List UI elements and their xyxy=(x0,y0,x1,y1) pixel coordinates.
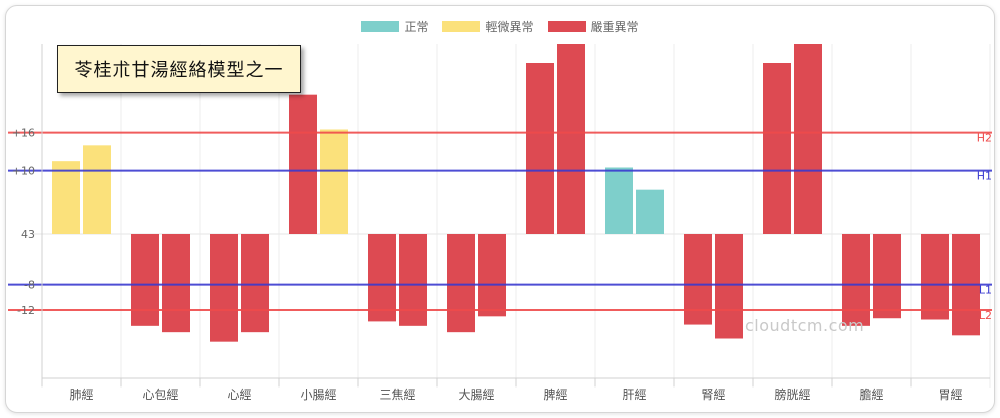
reference-lines-group: H2 H1 L1 L2 xyxy=(8,131,992,322)
bar xyxy=(763,63,791,234)
x-tick-label: 三焦經 xyxy=(379,388,415,402)
y-tick-label: +10 xyxy=(12,165,35,178)
chart-legend: 正常 輕微異常 嚴重異常 xyxy=(0,18,1000,35)
bar xyxy=(368,234,396,322)
watermark: cloudtcm.com xyxy=(745,316,865,335)
legend-label-mild: 輕微異常 xyxy=(485,20,534,34)
x-tick-label: 心包經 xyxy=(142,388,178,402)
legend-swatch-severe xyxy=(547,21,586,32)
y-tick-label: +16 xyxy=(12,127,35,140)
bar xyxy=(794,44,822,234)
legend-label-severe: 嚴重異常 xyxy=(590,20,639,34)
bar xyxy=(921,234,949,320)
y-tick-label: -8 xyxy=(24,279,35,292)
x-tick-label: 膀胱經 xyxy=(774,387,810,402)
axes-group: +16 +10 43 -8 -12 肺經 心包經 心經 小腸經 三焦經 大腸經 脾經 肝經 腎經 膀胱經 膽經… xyxy=(12,44,990,402)
x-tick-label: 大腸經 xyxy=(458,388,494,402)
y-tick-label: 43 xyxy=(21,228,35,241)
x-tick-label: 脾經 xyxy=(543,387,567,402)
x-tick-label: 肝經 xyxy=(622,388,646,402)
bar xyxy=(526,63,554,234)
x-tick-label: 肺經 xyxy=(69,388,93,402)
reference-line-label: H1 xyxy=(977,170,992,183)
bar xyxy=(241,234,269,333)
grid-lines xyxy=(34,44,991,388)
bar xyxy=(210,234,238,342)
x-tick-label: 胃經 xyxy=(938,388,962,402)
x-tick-label: 腎經 xyxy=(701,388,725,402)
x-tick-label: 小腸經 xyxy=(300,388,336,402)
bar xyxy=(83,145,111,234)
legend-swatch-normal xyxy=(361,21,400,32)
legend-swatch-mild xyxy=(442,21,481,32)
bar xyxy=(289,94,317,235)
bar xyxy=(842,234,870,326)
bar xyxy=(52,161,80,234)
legend-label-normal: 正常 xyxy=(404,20,429,34)
reference-line-label: L2 xyxy=(979,309,992,322)
bar xyxy=(162,234,190,333)
legend-item-mild[interactable]: 輕微異常 xyxy=(442,18,534,35)
bar xyxy=(557,44,585,234)
legend-item-normal[interactable]: 正常 xyxy=(361,18,428,35)
bar xyxy=(399,234,427,326)
reference-line-label: L1 xyxy=(979,284,992,297)
bar xyxy=(320,129,348,234)
reference-line-label: H2 xyxy=(977,132,992,145)
bar xyxy=(478,234,506,317)
bar xyxy=(715,234,743,339)
bar xyxy=(873,234,901,319)
chart-title: 苓桂朮甘湯經絡模型之一 xyxy=(57,45,301,93)
bar xyxy=(447,234,475,333)
x-tick-label: 心經 xyxy=(227,388,251,402)
y-tick-label: -12 xyxy=(17,304,35,317)
bar xyxy=(605,167,633,234)
bar xyxy=(131,234,159,326)
bar xyxy=(636,189,664,234)
legend-item-severe[interactable]: 嚴重異常 xyxy=(547,18,639,35)
x-tick-label: 膽經 xyxy=(859,387,883,402)
